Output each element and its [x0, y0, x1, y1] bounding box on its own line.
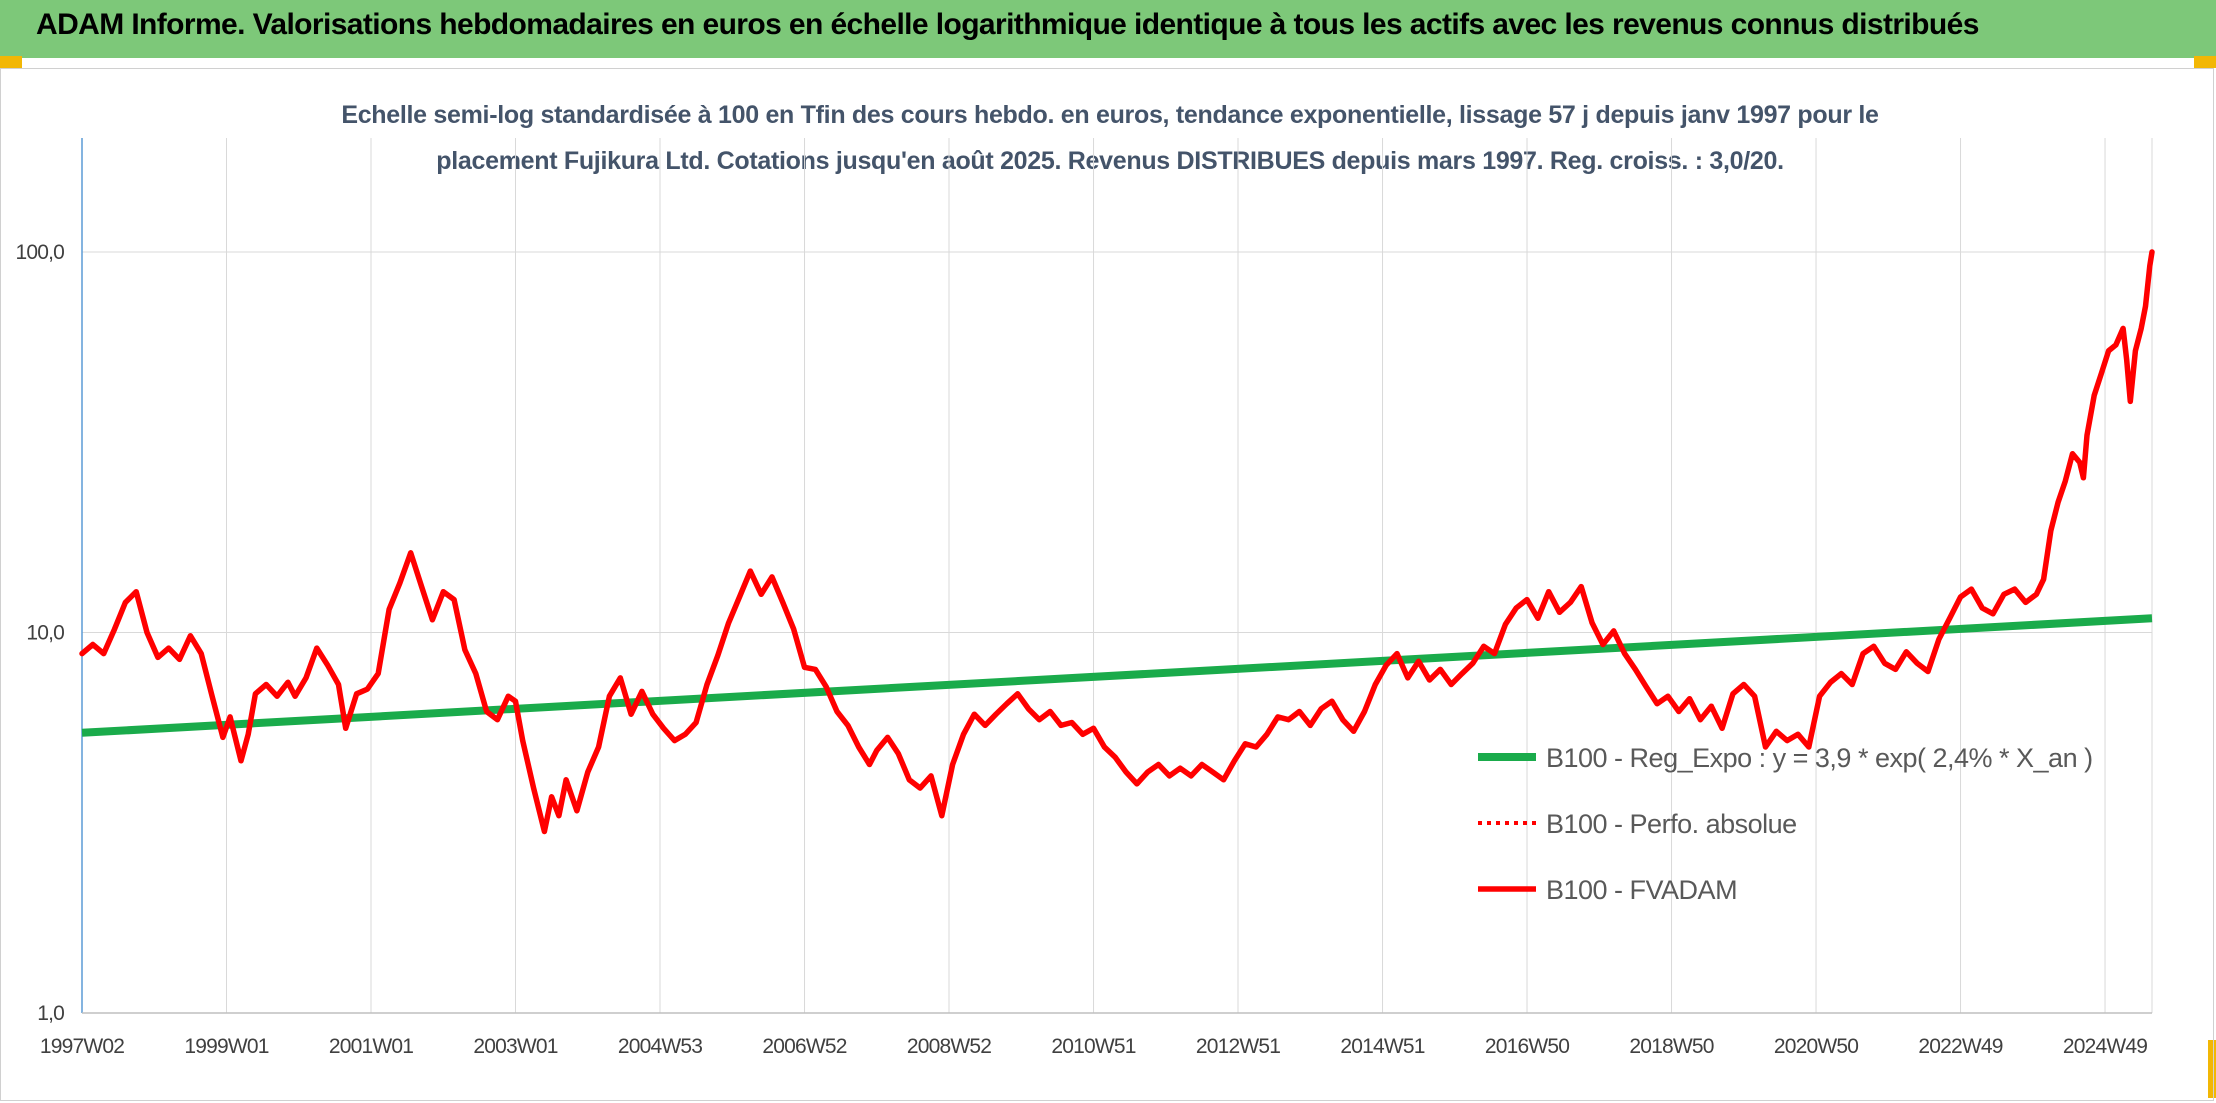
x-tick-label: 2006W52	[762, 1035, 846, 1058]
y-tick-labels: 1,0 10,0 100,0	[15, 241, 64, 1025]
x-tick-label: 2004W53	[618, 1035, 702, 1058]
y-tick-label: 100,0	[15, 241, 64, 264]
series-line-fvadam	[79, 249, 2155, 835]
x-tick-label: 1999W01	[184, 1035, 268, 1058]
x-tick-label: 2018W50	[1629, 1035, 1713, 1058]
horizontal-gridlines	[82, 251, 2152, 633]
chart-frame	[0, 68, 2214, 1101]
x-tick-label: 2001W01	[329, 1035, 413, 1058]
header-bar	[0, 0, 2216, 58]
legend-label: B100 - Reg_Expo : y = 3,9 * exp( 2,4% * …	[1546, 743, 2093, 773]
x-tick-label: 2024W49	[2063, 1035, 2147, 1058]
legend-label: B100 - FVADAM	[1546, 875, 1737, 905]
corner-marker-right	[2194, 56, 2216, 68]
y-tick-label: 10,0	[26, 622, 64, 645]
x-tick-label: 2014W51	[1340, 1035, 1424, 1058]
x-tick-label: 2016W50	[1485, 1035, 1569, 1058]
legend-label: B100 - Perfo. absolue	[1546, 809, 1797, 839]
page-title: ADAM Informe. Valorisations hebdomadaire…	[36, 8, 1979, 41]
legend: B100 - Reg_Expo : y = 3,9 * exp( 2,4% * …	[1478, 743, 2093, 905]
x-tick-label: 1997W02	[40, 1035, 124, 1058]
y-tick-label: 1,0	[37, 1002, 64, 1025]
chart-title-line-1: Echelle semi-log standardisée à 100 en T…	[341, 101, 1879, 129]
corner-marker-left	[0, 56, 22, 68]
x-tick-label: 2010W51	[1051, 1035, 1135, 1058]
chart-title-line-2: placement Fujikura Ltd. Cotations jusqu'…	[436, 147, 1784, 175]
x-tick-label: 2012W51	[1196, 1035, 1280, 1058]
vertical-gridlines	[226, 138, 2153, 1013]
trend-line-reg-expo	[81, 614, 2153, 737]
x-tick-label: 2020W50	[1774, 1035, 1858, 1058]
series-lines	[79, 249, 2155, 835]
x-tick-label: 2003W01	[473, 1035, 557, 1058]
axes	[81, 138, 2152, 1014]
x-tick-label: 2008W52	[907, 1035, 991, 1058]
x-tick-label: 2022W49	[1918, 1035, 2002, 1058]
x-tick-labels: 1997W02 1999W01 2001W01 2003W01 2004W53 2006W…	[40, 1035, 2148, 1058]
corner-marker-bottom-right	[2208, 1040, 2216, 1098]
chart-title: Echelle semi-log standardisée à 100 en T…	[210, 92, 2010, 184]
